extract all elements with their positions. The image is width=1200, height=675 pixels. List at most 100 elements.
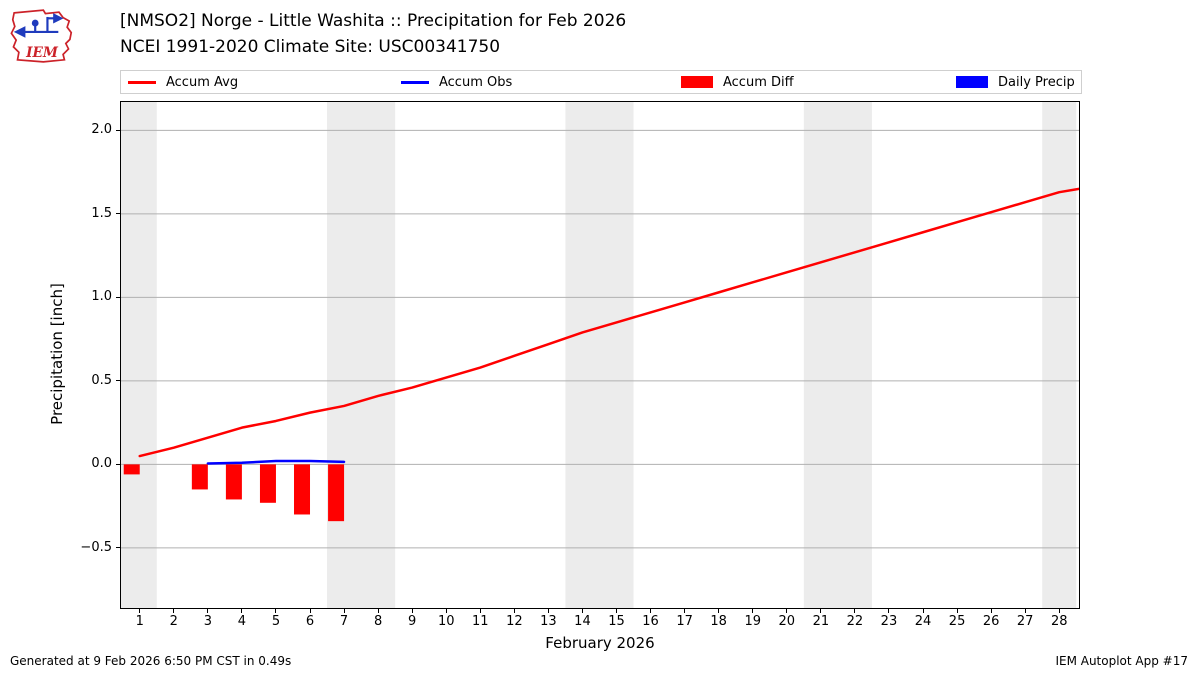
x-tick-mark	[650, 609, 652, 613]
y-tick-label: −0.5	[80, 539, 112, 555]
weather-vane-icon	[13, 13, 64, 38]
legend-label-accum-avg: Accum Avg	[166, 74, 239, 90]
legend-item-daily-precip: Daily Precip	[956, 71, 1075, 93]
x-tick-mark	[922, 609, 924, 613]
weekend-shading-band	[803, 102, 872, 608]
x-tick-label: 9	[408, 614, 417, 629]
x-tick-label: 6	[305, 614, 315, 629]
chart-title: [NMSO2] Norge - Little Washita :: Precip…	[120, 11, 627, 31]
x-tick-mark	[854, 609, 856, 613]
weekend-shading-band	[121, 102, 157, 608]
legend-label-accum-diff: Accum Diff	[723, 74, 794, 90]
x-tick-label: 3	[203, 614, 212, 629]
y-tick-mark	[116, 129, 120, 131]
x-tick-label: 7	[339, 614, 349, 629]
x-tick-mark	[309, 609, 311, 613]
chart-subtitle: NCEI 1991-2020 Climate Site: USC00341750	[120, 37, 501, 57]
accum-avg-line-swatch	[128, 80, 156, 84]
x-tick-mark	[377, 609, 379, 613]
x-tick-label: 12	[506, 614, 523, 629]
x-tick-label: 21	[812, 614, 830, 629]
x-tick-label: 4	[237, 614, 247, 629]
x-tick-mark	[479, 609, 481, 613]
x-tick-label: 13	[540, 614, 557, 629]
x-tick-mark	[343, 609, 345, 613]
iowa-state-outline-icon: IEM	[10, 9, 73, 63]
x-tick-mark	[888, 609, 890, 613]
x-tick-mark	[581, 609, 583, 613]
x-tick-mark	[684, 609, 686, 613]
x-tick-label: 5	[271, 614, 281, 629]
x-tick-label: 18	[710, 614, 727, 629]
x-tick-mark	[616, 609, 618, 613]
y-tick-mark	[116, 463, 120, 465]
accum-diff-bar-swatch	[681, 76, 713, 88]
accum-avg-line	[138, 187, 1079, 458]
x-tick-mark	[956, 609, 958, 613]
x-tick-label: 20	[778, 614, 796, 629]
x-tick-label: 25	[948, 614, 966, 629]
x-tick-label: 16	[642, 614, 659, 629]
x-tick-mark	[445, 609, 447, 613]
accum-diff-bar	[294, 464, 311, 515]
x-tick-mark	[718, 609, 720, 613]
legend-item-accum-avg: Accum Avg	[128, 71, 238, 93]
x-tick-mark	[513, 609, 515, 613]
x-tick-label: 8	[373, 614, 383, 629]
x-tick-label: 11	[472, 614, 489, 629]
weekend-shading-band	[327, 102, 396, 608]
accum-diff-bar	[191, 464, 208, 490]
accum-diff-bar	[225, 464, 242, 500]
accum-diff-bar	[328, 464, 345, 522]
y-tick-mark	[116, 296, 120, 298]
x-tick-mark	[786, 609, 788, 613]
x-tick-mark	[241, 609, 243, 613]
x-tick-label: 23	[880, 614, 898, 629]
x-tick-label: 10	[437, 614, 455, 629]
y-tick-mark	[116, 380, 120, 382]
x-tick-mark	[547, 609, 549, 613]
y-tick-label: 1.5	[91, 205, 112, 221]
daily-precip-bar-swatch	[956, 76, 988, 88]
accum-diff-bar	[259, 464, 276, 503]
x-tick-label: 1	[135, 614, 144, 629]
x-tick-label: 14	[574, 614, 591, 629]
y-tick-label: 1.0	[91, 289, 112, 305]
x-tick-mark	[990, 609, 992, 613]
x-tick-label: 28	[1050, 614, 1068, 629]
legend-label-daily-precip: Daily Precip	[998, 74, 1075, 90]
chart-legend: Accum Avg Accum Obs Accum Diff Daily Pre…	[120, 70, 1082, 94]
x-tick-mark	[1058, 609, 1060, 613]
x-tick-mark	[173, 609, 175, 613]
x-tick-label: 24	[914, 614, 932, 629]
weekend-shading-band	[1042, 102, 1077, 608]
footer-generated-text: Generated at 9 Feb 2026 6:50 PM CST in 0…	[10, 654, 292, 668]
x-tick-mark	[820, 609, 822, 613]
plot-canvas	[121, 102, 1079, 608]
x-tick-mark	[275, 609, 277, 613]
x-tick-mark	[411, 609, 413, 613]
accum-obs-line	[206, 459, 346, 465]
legend-label-accum-obs: Accum Obs	[439, 74, 513, 90]
accum-diff-bar	[123, 464, 140, 475]
plot-area	[120, 101, 1080, 609]
x-tick-label: 27	[1016, 614, 1034, 629]
x-tick-mark	[1024, 609, 1026, 613]
footer-app-text: IEM Autoplot App #17	[1055, 654, 1188, 668]
weekend-shading-band	[565, 102, 634, 608]
y-tick-mark	[116, 547, 120, 549]
accum-obs-line-swatch	[401, 80, 429, 84]
iem-logo: IEM	[8, 4, 76, 68]
legend-item-accum-obs: Accum Obs	[401, 71, 512, 93]
x-tick-mark	[752, 609, 754, 613]
legend-item-accum-diff: Accum Diff	[681, 71, 794, 93]
y-tick-label: 0.0	[91, 456, 112, 472]
x-tick-label: 2	[169, 614, 178, 629]
y-tick-mark	[116, 213, 120, 215]
x-tick-mark	[207, 609, 209, 613]
x-tick-label: 17	[676, 614, 693, 629]
x-tick-label: 26	[982, 614, 1000, 629]
title-block: [NMSO2] Norge - Little Washita :: Precip…	[120, 8, 626, 60]
iem-logo-text: IEM	[25, 45, 59, 61]
